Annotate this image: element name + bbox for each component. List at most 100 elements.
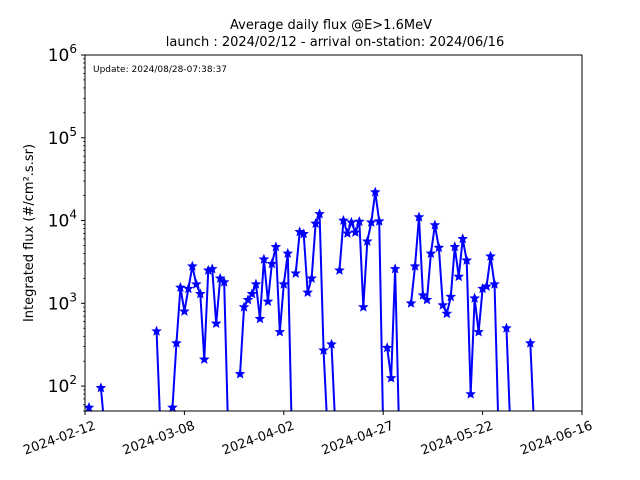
y-tick-label: 103: [48, 290, 77, 314]
series-line-segment: [211, 268, 218, 324]
series-line-segment: [362, 241, 369, 308]
y-tick-label: 102: [48, 373, 77, 397]
series-line-segment: [374, 192, 381, 222]
data-point-marker: [234, 368, 246, 379]
data-point-marker: [354, 216, 365, 227]
data-point-marker: [175, 282, 186, 293]
series-line-segment: [294, 231, 301, 274]
data-point-marker: [429, 219, 441, 230]
y-tick-label: 104: [48, 208, 77, 232]
data-point-marker: [417, 289, 429, 300]
data-point-marker: [278, 278, 290, 289]
series-line-segment: [485, 256, 492, 287]
y-tick-base: 10: [48, 377, 70, 397]
series-line-segment: [453, 246, 460, 277]
data-point-marker: [489, 278, 500, 289]
data-point-marker: [334, 264, 345, 275]
data-point-marker: [274, 326, 286, 337]
data-point-marker: [258, 253, 270, 264]
data-point-marker: [405, 297, 417, 308]
data-point-marker: [198, 353, 210, 364]
series-line-segment: [358, 221, 365, 308]
data-point-marker: [481, 280, 492, 291]
data-point-marker: [525, 337, 536, 348]
data-point-marker: [453, 271, 465, 282]
data-point-marker: [270, 241, 282, 252]
series-line-segment: [99, 387, 105, 411]
data-point-marker: [183, 283, 194, 294]
series-line-segment: [223, 282, 229, 411]
series-line-segment: [465, 260, 472, 395]
data-point-marker: [262, 296, 274, 307]
data-point-marker: [314, 208, 325, 219]
series-line-segment: [266, 263, 273, 302]
data-point-marker: [206, 263, 218, 274]
series-line-segment: [318, 213, 325, 351]
series-line-segment: [338, 220, 345, 271]
y-axis-label: Integrated flux (#/cm².s.sr): [22, 144, 37, 322]
series-line-segment: [493, 284, 499, 411]
data-point-marker: [441, 308, 453, 319]
series-line-segment: [437, 247, 444, 306]
series-line-segment: [239, 307, 246, 375]
series-line-segment: [215, 278, 222, 324]
chart-title: Average daily flux @E>1.6MeV: [230, 18, 432, 33]
data-point-marker: [409, 260, 421, 271]
data-point-marker: [350, 226, 361, 237]
data-point-marker: [485, 250, 496, 261]
series-line-segment: [473, 298, 480, 333]
data-point-marker: [266, 258, 278, 269]
data-point-marker: [318, 344, 329, 355]
data-point-marker: [437, 299, 449, 310]
series-line-segment: [425, 253, 432, 300]
series-line-segment: [262, 259, 269, 302]
y-tick-exponent: 3: [69, 290, 77, 304]
data-point-marker: [210, 317, 222, 329]
series-line-segment: [199, 293, 206, 360]
series-line-segment: [378, 221, 384, 411]
series-line-segment: [390, 268, 397, 379]
data-point-marker: [365, 216, 377, 227]
y-tick-exponent: 5: [69, 125, 77, 139]
data-point-marker: [389, 263, 401, 274]
data-point-marker: [246, 288, 258, 299]
series-line-segment: [417, 217, 424, 296]
data-point-marker: [461, 254, 472, 265]
series-line-segment: [274, 246, 281, 333]
data-point-marker: [306, 272, 317, 283]
data-point-marker: [290, 267, 302, 278]
series-markers: [83, 186, 536, 413]
data-point-marker: [358, 301, 369, 312]
data-point-marker: [171, 337, 182, 348]
data-point-marker: [83, 402, 95, 413]
series-line-segment: [175, 287, 182, 344]
chart-subtitle: launch : 2024/02/12 - arrival on-station…: [166, 35, 504, 50]
data-point-marker: [326, 338, 337, 349]
series-line-segment: [278, 284, 285, 333]
data-point-marker: [250, 278, 262, 289]
y-tick-label: 106: [48, 42, 77, 66]
series-line-segment: [155, 331, 161, 411]
series-line-segment: [203, 270, 210, 360]
data-point-marker: [179, 305, 190, 316]
series-line-segment: [410, 266, 417, 304]
y-tick-label: 105: [48, 125, 77, 149]
y-tick-base: 10: [48, 294, 70, 314]
data-point-marker: [362, 235, 373, 246]
series-line-segment: [469, 298, 476, 395]
y-tick-base: 10: [48, 212, 70, 232]
data-point-marker: [298, 228, 309, 239]
axes-frame: [84, 54, 583, 412]
data-point-marker: [254, 313, 266, 324]
data-point-marker: [425, 247, 437, 258]
series-line-segment: [310, 223, 317, 279]
series-line-segment: [330, 344, 336, 411]
data-point-marker: [302, 286, 313, 298]
data-point-marker: [433, 242, 445, 253]
plot-area: [83, 186, 536, 413]
series-line-segment: [505, 328, 511, 411]
data-point-marker: [413, 211, 425, 222]
update-annotation: Update: 2024/08/28-07:38:37: [93, 65, 227, 75]
y-tick-base: 10: [48, 129, 70, 149]
